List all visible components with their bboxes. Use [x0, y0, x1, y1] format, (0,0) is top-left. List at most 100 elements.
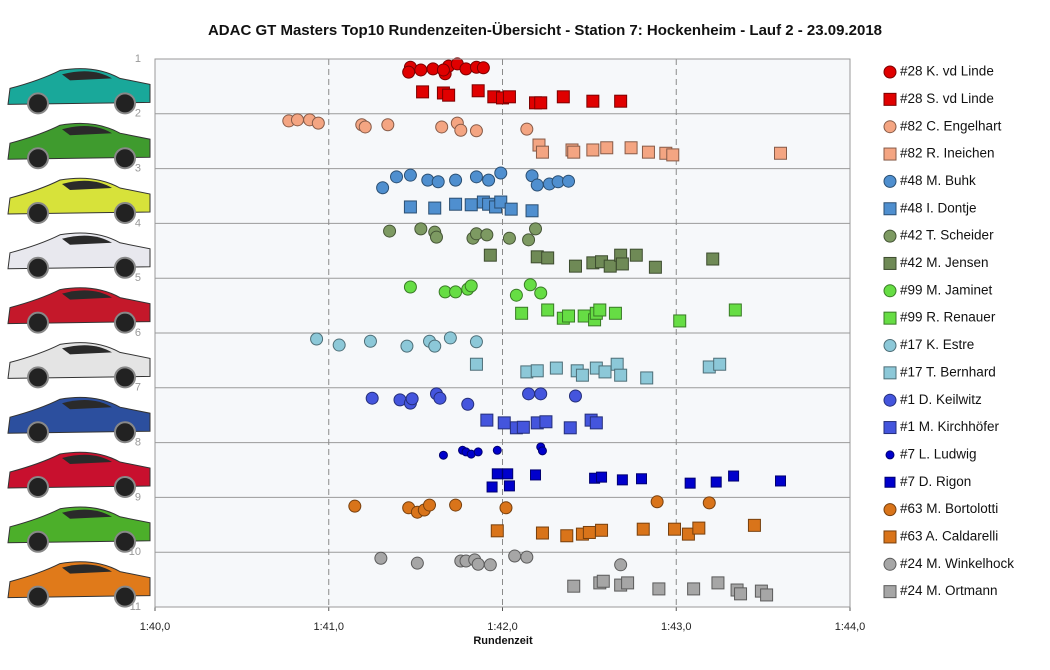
data-point [614, 368, 628, 382]
data-point [614, 558, 628, 572]
data-point [650, 495, 664, 509]
data-point [480, 413, 494, 427]
data-point [710, 476, 722, 488]
y-tick-label: 10 [129, 546, 141, 558]
data-point [562, 309, 576, 323]
data-point [499, 501, 513, 515]
data-point [405, 392, 419, 406]
data-point [582, 525, 596, 539]
data-point [482, 173, 496, 187]
data-point [652, 582, 666, 596]
data-point [608, 306, 622, 320]
legend-label: #17 K. Estre [900, 337, 974, 352]
data-point [520, 122, 534, 136]
legend-label: #42 M. Jensen [900, 255, 989, 270]
data-point [435, 120, 449, 134]
y-tick-label: 4 [135, 217, 141, 229]
data-point [534, 286, 548, 300]
data-point [728, 470, 740, 482]
data-point [596, 471, 608, 483]
legend-marker [883, 530, 897, 544]
marks [282, 57, 787, 602]
car-window [62, 126, 112, 136]
legend-marker [883, 229, 897, 243]
x-tick-label: 1:40,0 [140, 621, 171, 633]
data-point [416, 85, 430, 99]
legend-marker [883, 366, 897, 380]
data-point [535, 526, 549, 540]
data-point [774, 146, 787, 160]
data-point [290, 113, 304, 127]
legend-label: #24 M. Winkelhock [900, 556, 1014, 571]
y-tick-label: 3 [135, 163, 141, 175]
legend-label: #28 S. vd Linde [900, 91, 994, 106]
data-point [502, 468, 514, 480]
legend-label: #28 K. vd Linde [900, 64, 994, 79]
data-point [629, 248, 643, 262]
data-point [648, 260, 662, 274]
legend-marker [883, 503, 897, 517]
data-point [471, 557, 485, 571]
data-point [402, 65, 416, 79]
data-point [469, 124, 483, 138]
legend-label: #24 M. Ortmann [900, 583, 998, 598]
data-point [692, 521, 706, 535]
data-point [436, 63, 450, 77]
data-point [530, 178, 544, 192]
data-point [598, 365, 612, 379]
legend-marker [883, 120, 897, 134]
data-point [443, 331, 457, 345]
car-wheel [27, 366, 49, 389]
data-point [429, 230, 443, 244]
legend-marker [884, 476, 896, 488]
car-window [62, 400, 112, 410]
data-point [666, 148, 680, 162]
legend-label: #17 T. Bernhard [900, 364, 996, 379]
legend-marker [883, 147, 897, 161]
data-point [596, 574, 610, 588]
data-point [728, 303, 742, 317]
data-point [525, 204, 539, 218]
data-point [687, 582, 701, 596]
data-point [515, 306, 529, 320]
data-point [442, 88, 456, 102]
data-point [522, 387, 536, 401]
legend-label: #82 C. Engelhart [900, 118, 1002, 133]
data-point [414, 63, 428, 77]
data-point [473, 447, 483, 457]
data-point [480, 228, 494, 242]
data-point [423, 498, 437, 512]
data-point [433, 391, 447, 405]
data-point [734, 587, 748, 601]
data-point [376, 181, 390, 195]
car-window [62, 71, 112, 81]
data-point [586, 143, 600, 157]
data-point [568, 389, 582, 403]
legend-label: #63 M. Bortolotti [900, 501, 998, 516]
data-point [563, 421, 577, 435]
data-point [600, 141, 614, 155]
data-point [614, 94, 628, 108]
data-point [469, 170, 483, 184]
legend-marker [883, 421, 897, 435]
data-point [374, 551, 388, 565]
data-point [529, 222, 543, 236]
data-point [494, 166, 508, 180]
data-point [713, 357, 727, 371]
x-tick-label: 1:43,0 [661, 621, 692, 633]
data-point [508, 549, 522, 563]
data-point [668, 522, 682, 536]
data-point [530, 469, 542, 481]
data-point [549, 361, 563, 375]
car-wheel [114, 585, 136, 608]
legend-marker [883, 202, 897, 216]
data-point [560, 529, 574, 543]
data-point [311, 116, 325, 130]
legend-label: #1 D. Keilwitz [900, 392, 982, 407]
data-point [586, 94, 600, 108]
legend: #28 K. vd Linde #28 S. vd Linde #82 C. Eng… [883, 64, 1014, 599]
legend-marker [883, 585, 897, 599]
car-wheel [27, 311, 49, 334]
car-window [62, 454, 112, 464]
